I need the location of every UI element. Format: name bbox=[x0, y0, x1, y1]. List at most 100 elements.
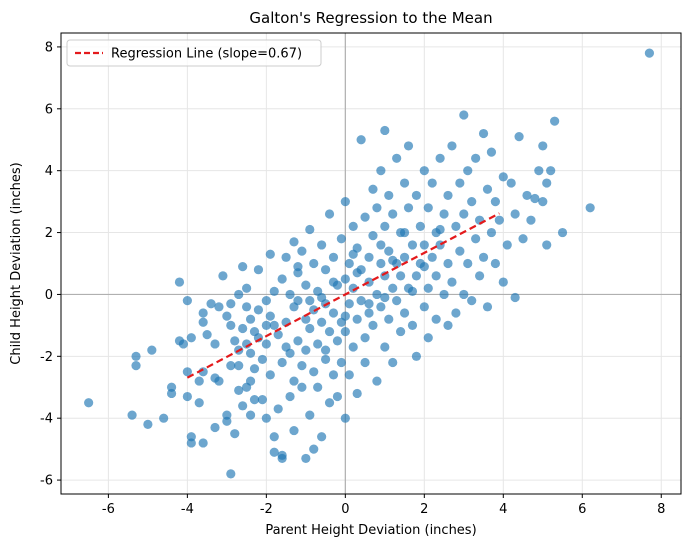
data-point bbox=[419, 240, 429, 250]
data-point bbox=[388, 283, 398, 293]
data-point bbox=[210, 422, 220, 433]
data-point bbox=[455, 178, 465, 188]
data-point bbox=[301, 345, 311, 355]
data-point bbox=[467, 197, 477, 207]
data-point bbox=[328, 277, 339, 287]
data-point bbox=[257, 395, 268, 405]
data-point bbox=[467, 296, 477, 306]
data-point bbox=[230, 429, 240, 439]
data-point bbox=[463, 166, 473, 176]
data-point bbox=[352, 388, 362, 399]
data-point bbox=[510, 292, 520, 303]
data-point bbox=[340, 274, 350, 284]
data-point bbox=[285, 289, 295, 300]
data-point bbox=[226, 361, 236, 371]
data-point bbox=[297, 361, 307, 371]
y-tick-label: -6 bbox=[40, 474, 53, 489]
data-point bbox=[399, 308, 410, 318]
data-point bbox=[494, 215, 504, 225]
x-tick-label: 6 bbox=[578, 502, 586, 517]
data-point bbox=[542, 178, 552, 188]
data-point bbox=[407, 320, 418, 330]
y-tick-label: 8 bbox=[45, 40, 53, 55]
data-point bbox=[143, 419, 153, 429]
data-point bbox=[431, 314, 441, 324]
data-point bbox=[249, 395, 260, 405]
data-point bbox=[451, 308, 461, 318]
data-point bbox=[384, 246, 394, 256]
regression-line-series bbox=[186, 212, 500, 379]
data-point bbox=[427, 178, 437, 188]
data-point bbox=[234, 289, 244, 300]
data-point bbox=[305, 224, 315, 235]
data-point bbox=[463, 258, 473, 269]
data-point bbox=[538, 141, 548, 151]
data-point bbox=[368, 320, 378, 330]
data-point bbox=[344, 370, 354, 380]
data-point bbox=[348, 221, 358, 231]
data-point bbox=[166, 388, 177, 399]
chart-title: Galton's Regression to the Mean bbox=[249, 9, 492, 27]
data-point bbox=[459, 209, 469, 219]
data-point bbox=[194, 376, 204, 386]
data-point bbox=[320, 265, 331, 275]
data-point bbox=[407, 286, 418, 296]
data-point bbox=[443, 320, 453, 330]
data-point bbox=[403, 203, 414, 213]
data-point bbox=[392, 296, 402, 306]
data-point bbox=[324, 326, 335, 337]
data-point bbox=[399, 178, 410, 188]
data-point bbox=[376, 166, 386, 176]
data-point bbox=[459, 110, 469, 120]
data-point bbox=[198, 438, 208, 448]
data-point bbox=[376, 240, 386, 250]
data-point bbox=[194, 398, 204, 408]
data-point bbox=[443, 258, 453, 269]
data-point bbox=[226, 299, 236, 309]
data-point bbox=[490, 197, 500, 207]
data-point bbox=[376, 258, 386, 269]
data-point bbox=[384, 190, 394, 201]
x-tick-label: 2 bbox=[420, 502, 428, 517]
data-point bbox=[222, 311, 232, 321]
data-point bbox=[447, 141, 457, 151]
y-tick-label: 2 bbox=[45, 226, 53, 241]
legend-box bbox=[66, 39, 322, 67]
data-point bbox=[356, 296, 366, 306]
data-point bbox=[147, 345, 157, 355]
data-point bbox=[234, 361, 244, 371]
data-point bbox=[348, 342, 358, 352]
data-point bbox=[324, 209, 335, 219]
data-point bbox=[210, 339, 220, 349]
data-point bbox=[360, 333, 370, 343]
data-point bbox=[238, 261, 248, 272]
data-point bbox=[131, 361, 141, 371]
data-point bbox=[340, 326, 350, 337]
data-point bbox=[356, 135, 366, 145]
data-point bbox=[443, 190, 453, 201]
data-point bbox=[269, 432, 279, 442]
data-point bbox=[245, 376, 256, 386]
data-point bbox=[277, 357, 287, 368]
data-point bbox=[506, 178, 516, 188]
data-point bbox=[340, 197, 350, 207]
data-point bbox=[230, 336, 240, 346]
data-point bbox=[269, 320, 279, 330]
data-point bbox=[364, 252, 374, 262]
data-point bbox=[396, 326, 406, 337]
data-point bbox=[281, 342, 291, 352]
data-point bbox=[498, 277, 508, 287]
data-point bbox=[486, 147, 497, 157]
data-point bbox=[182, 391, 192, 402]
data-point bbox=[222, 416, 232, 426]
data-point bbox=[471, 234, 481, 244]
data-point bbox=[159, 413, 169, 423]
data-point bbox=[206, 299, 216, 309]
data-point bbox=[245, 314, 256, 324]
data-point bbox=[186, 438, 196, 448]
data-point bbox=[498, 172, 508, 182]
data-point bbox=[435, 153, 445, 163]
data-point bbox=[84, 398, 94, 408]
